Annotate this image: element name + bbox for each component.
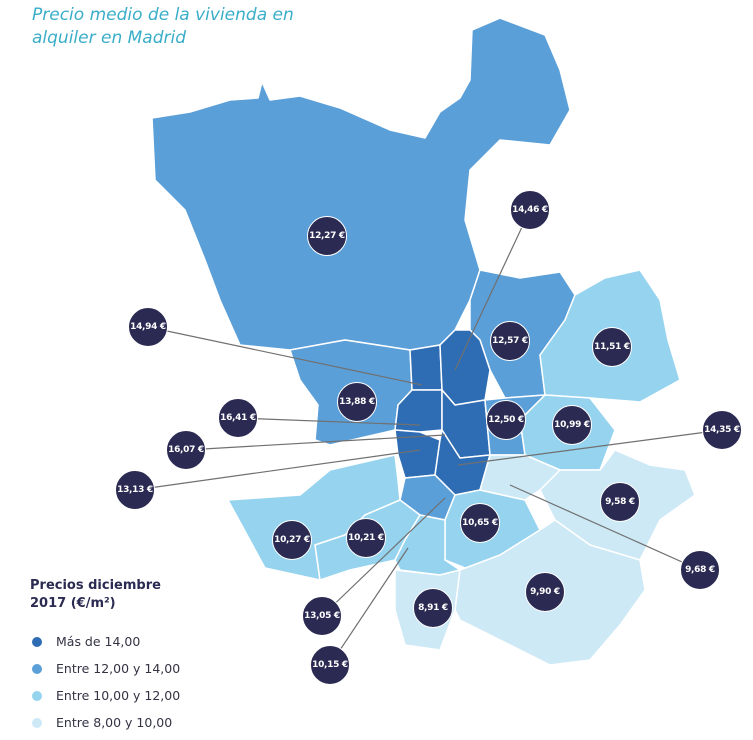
legend-label: Entre 12,00 y 14,00 <box>56 661 181 676</box>
price-bubble: 13,13 € <box>115 470 155 510</box>
price-bubble: 11,51 € <box>592 327 632 367</box>
legend-item: Entre 8,00 y 10,00 <box>30 715 172 730</box>
price-bubble: 16,41 € <box>218 398 258 438</box>
price-bubble: 14,35 € <box>702 410 742 450</box>
callout-lines <box>134 209 723 666</box>
district-fuencarral-el-pardo <box>151 17 571 351</box>
legend-item: Entre 10,00 y 12,00 <box>30 688 180 703</box>
legend-swatch <box>32 636 42 647</box>
price-bubble: 16,07 € <box>166 430 206 470</box>
legend-swatch <box>32 717 42 728</box>
price-bubble: 13,88 € <box>337 382 377 422</box>
legend-swatch <box>32 663 42 674</box>
price-bubble: 10,21 € <box>346 518 386 558</box>
price-bubble: 10,99 € <box>552 405 592 445</box>
price-bubble: 9,58 € <box>600 482 640 522</box>
price-bubble: 12,27 € <box>307 216 347 256</box>
price-bubble: 8,91 € <box>413 588 453 628</box>
price-bubble: 10,27 € <box>272 520 312 560</box>
price-bubble: 13,05 € <box>302 596 342 636</box>
price-bubble: 12,57 € <box>490 321 530 361</box>
price-bubble: 10,15 € <box>310 645 350 685</box>
legend-label: Más de 14,00 <box>56 634 141 649</box>
price-bubble: 9,90 € <box>525 572 565 612</box>
price-bubble: 9,68 € <box>680 550 720 590</box>
legend-swatch <box>32 690 42 701</box>
legend-label: Entre 8,00 y 10,00 <box>56 715 173 730</box>
map-title: Precio medio de la vivienda en alquiler … <box>32 5 294 48</box>
price-bubble: 14,94 € <box>128 307 168 347</box>
price-bubble: 14,46 € <box>510 190 550 230</box>
legend-title: Precios diciembre 2017 (€/m²) <box>30 578 161 611</box>
district-moratalaz <box>479 454 561 501</box>
price-bubble: 12,50 € <box>486 400 526 440</box>
legend-label: Entre 10,00 y 12,00 <box>56 688 181 703</box>
legend: Precios diciembre 2017 (€/m²) Más de 14,… <box>30 577 190 730</box>
legend-item: Más de 14,00 <box>30 634 140 649</box>
legend-item: Entre 12,00 y 14,00 <box>30 661 180 676</box>
price-bubble: 10,65 € <box>460 503 500 543</box>
